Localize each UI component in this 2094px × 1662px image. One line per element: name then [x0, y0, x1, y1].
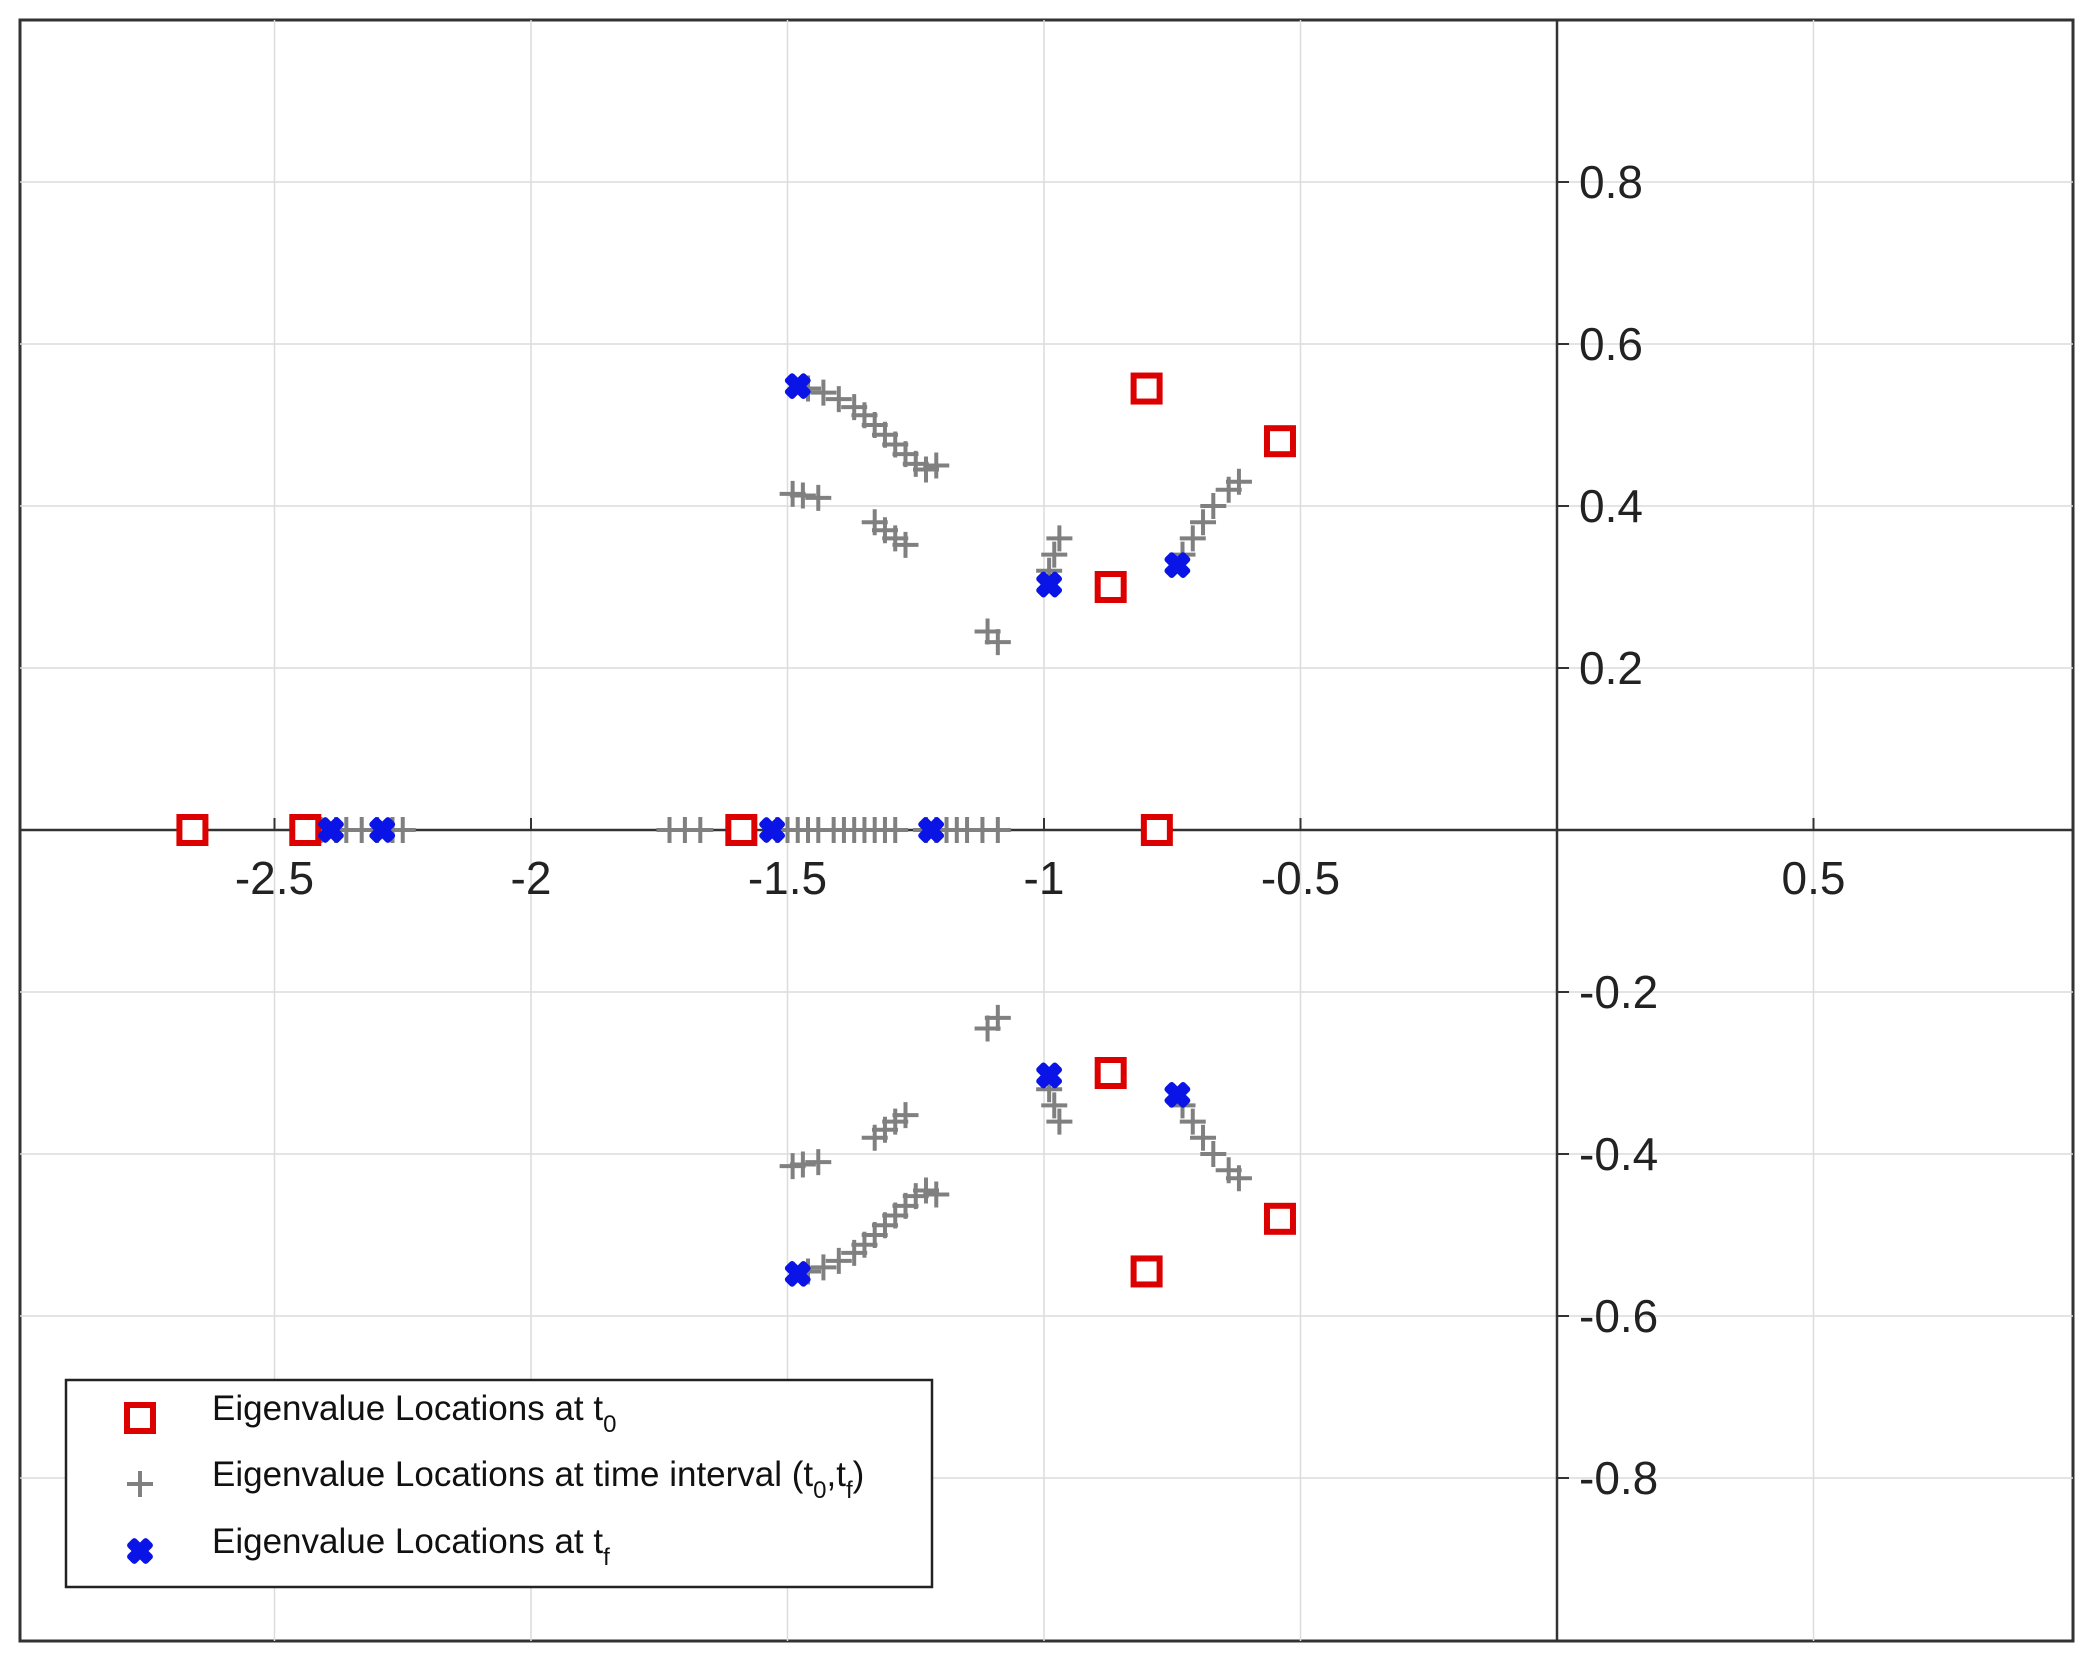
interval-eigenvalue-point — [1190, 1124, 1217, 1151]
legend-label-subscript: 0 — [813, 1477, 826, 1504]
y-tick-label: 0.8 — [1579, 156, 1643, 208]
initial-eigenvalue-point — [1140, 814, 1173, 846]
legend-label: Eigenvalue Locations at t0 — [212, 1389, 616, 1438]
interval-eigenvalue-point — [984, 817, 1011, 843]
interval-eigenvalue-point — [805, 484, 832, 511]
interval-eigenvalue-point — [1200, 1141, 1227, 1167]
interval-eigenvalue-point — [810, 379, 837, 406]
tick-labels: -2.5 -2 -1.5 -1 -0.5 0.5 0.8 0.6 0.4 0.2 -0.2 -0.4 -… — [235, 156, 1846, 1504]
interval-eigenvalue-point — [1041, 541, 1068, 568]
legend-label-text: Eigenvalue Locations at time interval (t — [212, 1455, 813, 1494]
interval-eigenvalue-point — [825, 386, 852, 413]
interval-eigenvalue-point — [892, 1102, 919, 1129]
interval-eigenvalue-point — [1041, 1092, 1068, 1119]
marker-core — [1041, 1067, 1058, 1084]
legend-icon-square — [124, 1402, 156, 1434]
y-tick-label: -0.8 — [1579, 1452, 1658, 1504]
marker-core — [1169, 557, 1186, 574]
initial-eigenvalue-point — [1094, 1057, 1127, 1089]
legend-label-subscript: f — [846, 1477, 853, 1504]
marker-core — [923, 822, 940, 838]
final-eigenvalue-point — [1164, 552, 1191, 579]
interval-eigenvalue-point — [1190, 509, 1217, 536]
interval-eigenvalue-point — [1225, 468, 1252, 495]
data-marks — [176, 372, 1296, 1288]
x-tick-label: -1.5 — [748, 852, 827, 904]
interval-eigenvalue-point — [984, 1004, 1011, 1031]
marker-core — [132, 1543, 148, 1559]
interval-eigenvalue-point — [789, 1151, 816, 1178]
x-tick-label: -2.5 — [235, 852, 314, 904]
final-eigenvalue-point — [1036, 571, 1063, 598]
y-tick-label: 0.2 — [1579, 642, 1643, 694]
initial-eigenvalue-point — [1094, 571, 1127, 603]
marker-core — [789, 1265, 806, 1282]
marker-core — [789, 378, 806, 395]
interval-eigenvalue-point — [1046, 525, 1073, 552]
legend-icon-cross — [127, 1538, 153, 1564]
final-eigenvalue-point — [1164, 1081, 1191, 1108]
interval-eigenvalue-point — [789, 482, 816, 509]
x-tick-label: -2 — [511, 852, 552, 904]
final-eigenvalue-point — [1036, 1062, 1063, 1089]
marker-core — [1169, 1086, 1186, 1103]
marker-core — [764, 822, 781, 838]
interval-eigenvalue-point — [825, 1247, 852, 1274]
initial-eigenvalue-point — [1130, 1255, 1163, 1288]
interval-eigenvalue-point — [923, 452, 950, 479]
legend-label-text: Eigenvalue Locations at t — [212, 1389, 603, 1428]
interval-eigenvalue-point — [923, 1181, 950, 1208]
final-eigenvalue-point — [784, 373, 811, 400]
x-tick-label: 0.5 — [1782, 852, 1846, 904]
y-tick-label: 0.4 — [1579, 480, 1643, 532]
x-tick-label: -1 — [1024, 852, 1065, 904]
interval-eigenvalue-point — [1200, 493, 1227, 519]
y-tick-label: 0.6 — [1579, 318, 1643, 370]
legend-label: Eigenvalue Locations at tf — [212, 1522, 610, 1571]
y-tick-label: -0.2 — [1579, 966, 1658, 1018]
interval-eigenvalue-point — [882, 817, 909, 843]
legend-label-text: ,t — [827, 1455, 847, 1494]
initial-eigenvalue-point — [1263, 425, 1296, 458]
final-eigenvalue-point — [318, 817, 344, 843]
final-eigenvalue-point — [784, 1260, 811, 1287]
initial-eigenvalue-point — [1130, 372, 1163, 405]
marker-core — [1041, 576, 1058, 593]
interval-eigenvalue-point — [805, 1149, 832, 1176]
series-square — [176, 372, 1296, 1288]
interval-eigenvalue-point — [687, 817, 714, 843]
x-tick-label: -0.5 — [1261, 852, 1340, 904]
interval-eigenvalue-point — [389, 817, 416, 843]
legend-label-text: ) — [853, 1455, 865, 1494]
interval-eigenvalue-point — [1046, 1108, 1073, 1135]
series-cross-filled — [318, 373, 1191, 1287]
interval-eigenvalue-point — [984, 629, 1011, 656]
final-eigenvalue-point — [918, 817, 945, 843]
final-eigenvalue-point — [369, 817, 396, 843]
legend-label-subscript: f — [603, 1544, 610, 1571]
marker-core — [322, 822, 339, 838]
initial-eigenvalue-point — [1263, 1202, 1296, 1235]
final-eigenvalue-point — [759, 817, 786, 843]
y-tick-label: -0.6 — [1579, 1290, 1658, 1342]
initial-eigenvalue-point — [176, 814, 209, 846]
legend-label-text: Eigenvalue Locations at t — [212, 1522, 603, 1561]
legend-label: Eigenvalue Locations at time interval (t… — [212, 1455, 864, 1504]
interval-eigenvalue-point — [1179, 1108, 1206, 1135]
interval-eigenvalue-point — [810, 1254, 837, 1281]
legend-icon-plus — [127, 1471, 153, 1497]
y-tick-label: -0.4 — [1579, 1128, 1658, 1180]
marker-core — [374, 822, 391, 838]
initial-eigenvalue-point — [289, 814, 322, 846]
legend-label-subscript: 0 — [603, 1411, 616, 1438]
interval-eigenvalue-point — [892, 531, 919, 558]
initial-eigenvalue-point — [725, 814, 758, 846]
interval-eigenvalue-point — [1225, 1165, 1252, 1192]
interval-eigenvalue-point — [1179, 525, 1206, 552]
legend-box — [64, 1378, 934, 1589]
